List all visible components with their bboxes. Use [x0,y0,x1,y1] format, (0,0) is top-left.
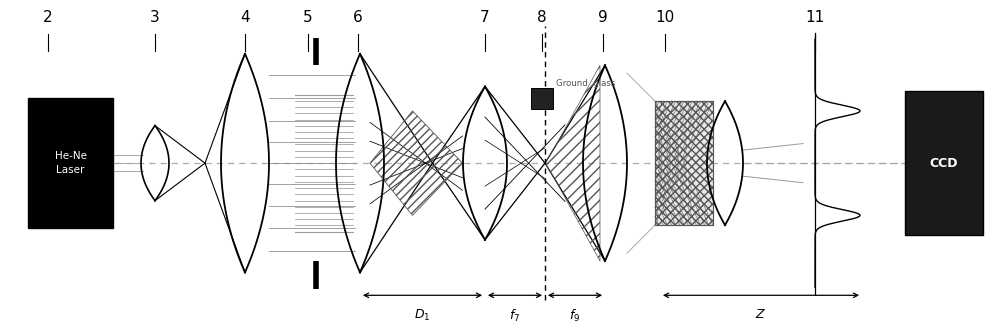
Text: 10: 10 [655,10,675,26]
Text: $D_1$: $D_1$ [414,308,431,323]
Text: 5: 5 [303,10,313,26]
Text: 2: 2 [43,10,53,26]
Text: He-Ne
Laser: He-Ne Laser [54,151,87,175]
Bar [905,92,983,235]
Text: 11: 11 [805,10,825,26]
Bar [531,88,553,109]
Text: Ground  glass: Ground glass [556,79,615,88]
Text: CCD: CCD [930,157,958,170]
Text: 8: 8 [537,10,547,26]
Text: $f_9$: $f_9$ [569,308,581,324]
Text: $f_7$: $f_7$ [509,308,521,324]
Text: 9: 9 [598,10,608,26]
Text: 3: 3 [150,10,160,26]
FancyBboxPatch shape [655,101,713,225]
Text: 6: 6 [353,10,363,26]
Text: 7: 7 [480,10,490,26]
Text: $Z$: $Z$ [755,308,767,321]
Bar [28,98,113,228]
Text: 4: 4 [240,10,250,26]
